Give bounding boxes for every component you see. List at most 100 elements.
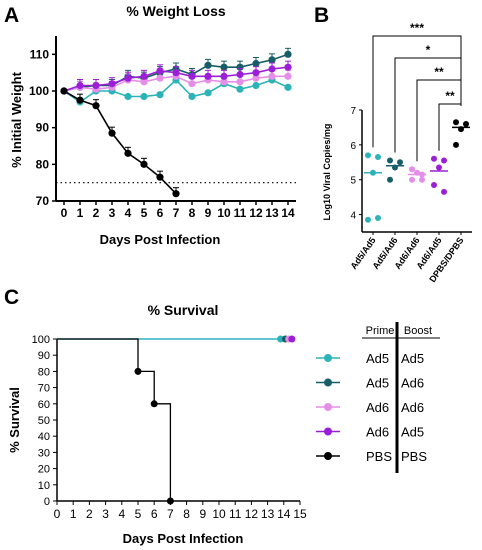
- survival-x-tick-label: 9: [199, 507, 206, 521]
- weight-x-tick-label: 5: [141, 206, 148, 220]
- significance-bracket: [416, 79, 462, 162]
- survival-pbs-step-line: [57, 338, 172, 501]
- viral-data-point: [419, 171, 425, 178]
- viral-y-tick-label: 6: [350, 141, 356, 152]
- viral-data-point: [453, 119, 459, 126]
- survival-y-tick-label: 90: [38, 350, 50, 362]
- significance-bracket: [438, 103, 462, 151]
- weight-x-tick-label: 7: [173, 206, 180, 220]
- weight-data-point: [140, 92, 148, 101]
- legend-swatch-marker: [324, 378, 332, 387]
- weight-data-point: [268, 56, 276, 64]
- survival-x-tick-label: 0: [54, 507, 61, 521]
- weight-data-point: [76, 96, 84, 104]
- weight-data-point: [140, 72, 148, 80]
- weight-x-tick-label: 11: [234, 206, 247, 220]
- weight-data-point: [172, 69, 180, 77]
- survival-x-tick-label: 10: [212, 507, 226, 521]
- weight-data-point: [156, 173, 164, 181]
- legend-boost-label: Ad6: [401, 400, 424, 415]
- weight-data-point: [284, 50, 292, 58]
- survival-x-tick-label: 5: [135, 507, 142, 521]
- weight-data-point: [188, 80, 196, 88]
- weight-chart-title: % Weight Loss: [126, 3, 226, 19]
- weight-x-tick-label: 0: [61, 206, 68, 220]
- significance-bracket: [394, 57, 462, 153]
- legend-swatch-marker: [324, 452, 332, 460]
- viral-data-point: [436, 164, 442, 171]
- survival-x-tick-label: 8: [183, 507, 190, 521]
- viral-y-tick-label: 4: [350, 211, 356, 222]
- survival-x-tick-label: 15: [293, 507, 307, 521]
- survival-y-tick-label: 30: [38, 447, 50, 459]
- viral-data-point: [463, 120, 469, 127]
- viral-data-point: [370, 169, 376, 176]
- weight-data-point: [188, 72, 196, 80]
- survival-y-tick-label: 70: [38, 383, 50, 395]
- viral-data-point: [409, 166, 415, 173]
- weight-data-point: [220, 78, 228, 86]
- panel-label-b: B: [314, 4, 329, 27]
- survival-pbs-point: [166, 497, 174, 505]
- panel-label-c: C: [4, 286, 19, 309]
- legend-boost-label: Ad5: [401, 425, 424, 440]
- viral-data-point: [431, 155, 437, 162]
- legend-boost-label: PBS: [401, 449, 427, 464]
- viral-y-tick-label: 5: [350, 176, 356, 187]
- legend-header-boost: Boost: [404, 325, 432, 337]
- viral-data-point: [453, 141, 459, 148]
- weight-data-point: [268, 72, 276, 80]
- weight-x-tick-label: 10: [217, 206, 231, 220]
- survival-y-tick-label: 0: [44, 496, 50, 508]
- viral-data-point: [387, 157, 393, 164]
- weight-data-point: [252, 69, 260, 77]
- significance-label: **: [445, 89, 455, 103]
- weight-x-tick-label: 6: [157, 206, 164, 220]
- weight-data-point: [220, 63, 228, 71]
- survival-x-tick-label: 4: [118, 507, 125, 521]
- weight-data-point: [204, 72, 212, 80]
- panel-label-a: A: [4, 4, 19, 27]
- weight-y-axis-label: % Initial Weight: [9, 71, 24, 167]
- weight-data-point: [124, 74, 132, 82]
- weight-data-point: [172, 190, 180, 198]
- legend-prime-label: Ad5: [366, 376, 389, 391]
- weight-data-point: [124, 149, 132, 157]
- weight-data-point: [140, 160, 148, 168]
- viral-data-point: [441, 188, 447, 195]
- survival-x-tick-label: 6: [151, 507, 158, 521]
- survival-y-axis-label: % Survival: [7, 387, 22, 453]
- weight-x-tick-label: 12: [249, 206, 263, 220]
- weight-y-tick-label: 110: [30, 47, 50, 61]
- survival-x-axis-label: Days Post Infection: [123, 531, 244, 546]
- viral-data-point: [375, 154, 381, 161]
- weight-data-point: [284, 63, 292, 71]
- survival-chart-title: % Survival: [148, 302, 219, 318]
- weight-x-tick-label: 14: [281, 206, 295, 220]
- weight-data-point: [284, 83, 292, 91]
- weight-data-point: [236, 85, 244, 93]
- viral-data-point: [431, 181, 437, 188]
- weight-data-point: [204, 61, 212, 69]
- weight-x-axis-label: Days Post Infection: [100, 232, 221, 247]
- significance-label: ***: [410, 21, 424, 35]
- weight-x-tick-label: 3: [109, 206, 116, 220]
- weight-data-point: [60, 87, 68, 95]
- weight-data-point: [156, 74, 164, 82]
- survival-y-tick-label: 80: [38, 366, 50, 378]
- weight-data-point: [92, 102, 100, 110]
- weight-data-point: [188, 92, 196, 101]
- weight-x-tick-label: 8: [189, 206, 196, 220]
- survival-x-tick-label: 7: [167, 507, 174, 521]
- viral-copies-chart: Log10 Viral Copies/mg 4567Ad5/Ad5Ad5/Ad6…: [322, 21, 472, 284]
- survival-x-tick-label: 3: [102, 507, 109, 521]
- weight-data-point: [268, 65, 276, 73]
- survival-y-tick-label: 20: [38, 464, 50, 476]
- viral-data-point: [414, 169, 420, 176]
- survival-x-tick-label: 2: [86, 507, 93, 521]
- survival-y-tick-label: 60: [38, 399, 50, 411]
- weight-data-point: [108, 129, 116, 137]
- viral-data-point: [365, 216, 371, 223]
- weight-x-tick-label: 9: [205, 206, 212, 220]
- weight-data-point: [236, 78, 244, 86]
